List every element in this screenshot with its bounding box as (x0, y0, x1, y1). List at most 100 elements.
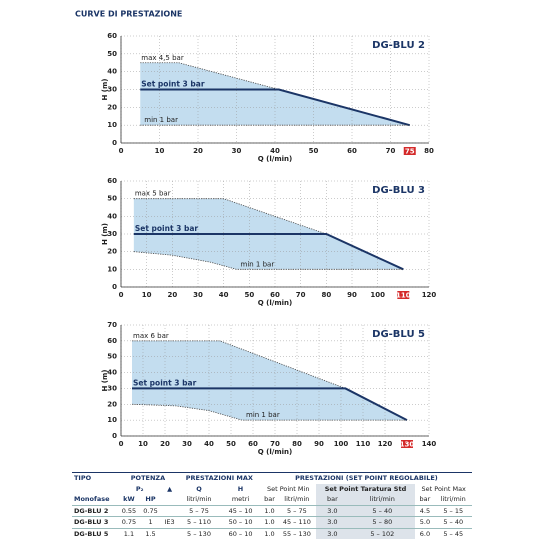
table-cell: DG-BLU 3 (74, 518, 109, 527)
x-tick-label: 80 (321, 291, 331, 299)
y-tick-label: 30 (107, 230, 117, 238)
table-row: DG-BLU 5 1.1 1.5 5 – 130 60 – 10 1.0 55 – 130 3… (72, 528, 472, 539)
table-cell: 5 – 15 (443, 506, 464, 515)
th: P₂ (135, 484, 144, 493)
y-axis-label: H (m) (101, 223, 109, 245)
max-flow-box (401, 440, 413, 448)
y-axis-label: H (m) (101, 79, 109, 101)
table-cell (161, 528, 178, 539)
x-tick-label: 30 (232, 147, 242, 155)
x-tick-label: 30 (193, 291, 203, 299)
x-tick-label: 90 (347, 291, 357, 299)
max-flow-label: 130 (400, 440, 415, 448)
x-tick-label: 50 (244, 291, 254, 299)
x-axis-label: Q (l/min) (258, 155, 292, 163)
y-tick-label: 20 (107, 400, 117, 408)
table-cell: 55 – 130 (282, 529, 311, 538)
table-cell: DG-BLU 2 (74, 506, 109, 515)
x-tick-label: 40 (219, 291, 229, 299)
table-cell: 1.0 (264, 529, 275, 538)
table-cell: 5 – 40 (349, 505, 416, 517)
x-tick-label: 120 (422, 291, 437, 299)
y-tick-label: 60 (107, 337, 117, 345)
table-cell (161, 505, 178, 517)
series-label: min 1 bar (246, 411, 280, 419)
table-cell: 5 – 40 (443, 518, 464, 527)
spec-table: TIPO POTENZA PRESTAZIONI MAX PRESTAZIONI… (72, 472, 472, 539)
table-cell: 60 – 10 (228, 529, 253, 538)
x-tick-label: 70 (296, 291, 306, 299)
x-tick-label: 20 (193, 147, 203, 155)
series-line (132, 340, 346, 389)
series-line (132, 387, 408, 422)
series-label: max 4,5 bar (141, 54, 184, 62)
max-flow-label: 75 (405, 147, 415, 155)
series-line (131, 403, 407, 421)
y-axis-label: H (m) (101, 370, 109, 392)
x-tick-label: 20 (160, 440, 170, 448)
table-cell: IE3 (164, 518, 175, 527)
table-cell: 50 – 10 (228, 518, 253, 527)
th: Set Point Max (421, 484, 466, 493)
x-tick-label: 40 (270, 147, 280, 155)
chart-title: DG-BLU 5 (372, 329, 425, 340)
th: litri/min (349, 494, 416, 505)
table-cell: 1.0 (264, 506, 275, 515)
series-label: Set point 3 bar (141, 80, 205, 89)
y-tick-label: 20 (107, 103, 117, 111)
series-line (140, 88, 411, 127)
x-tick-label: 120 (378, 440, 393, 448)
series-line (133, 198, 327, 235)
chart-title: DG-BLU 2 (372, 40, 425, 51)
series-label: Set point 3 bar (133, 378, 197, 387)
x-tick-label: 10 (155, 147, 165, 155)
table-cell: 3.0 (315, 516, 350, 528)
x-axis-label: Q (l/min) (258, 299, 292, 307)
series-line (133, 233, 404, 271)
table-cell: 5 – 75 (286, 506, 307, 515)
charts: CURVE DI PRESTAZIONE 0 10 20 30 40 50 60 70 80 0 1… (75, 10, 437, 457)
th: metri (231, 495, 250, 504)
table-cell: 5.0 (419, 518, 431, 527)
th: bar (315, 494, 350, 505)
y-tick-label: 70 (107, 321, 117, 329)
max-flow-label: 110 (396, 291, 411, 299)
th: kW (123, 495, 135, 504)
th: HP (145, 495, 156, 504)
th: Set Point Min (266, 484, 310, 493)
x-tick-label: 0 (119, 291, 124, 299)
x-axis-label: Q (l/min) (258, 448, 292, 456)
th: TIPO (72, 472, 119, 484)
x-tick-label: 70 (270, 440, 280, 448)
y-tick-label: 40 (107, 68, 117, 76)
y-tick-label: 10 (107, 265, 117, 273)
table-cell: 5 – 130 (187, 529, 211, 538)
x-tick-label: 60 (248, 440, 258, 448)
y-tick-label: 60 (107, 177, 117, 185)
table-cell: 3.0 (315, 528, 350, 539)
x-tick-label: 10 (138, 440, 148, 448)
y-tick-label: 60 (107, 32, 117, 40)
table-body: DG-BLU 2 0.55 0.75 5 – 75 45 – 10 1.0 5 – 75 3.… (72, 505, 472, 539)
x-tick-label: 140 (422, 440, 437, 448)
x-tick-label: 0 (119, 440, 124, 448)
x-tick-label: 80 (292, 440, 302, 448)
x-tick-label: 40 (204, 440, 214, 448)
y-tick-label: 40 (107, 212, 117, 220)
table-cell: 0.75 (143, 506, 158, 515)
y-tick-label: 30 (107, 384, 117, 392)
y-tick-label: 40 (107, 369, 117, 377)
y-tick-label: 50 (107, 50, 117, 58)
series-label: max 6 bar (133, 332, 169, 340)
y-tick-label: 50 (107, 353, 117, 361)
th: POTENZA (118, 472, 178, 484)
x-tick-label: 50 (309, 147, 319, 155)
table-cell: 5 – 75 (189, 506, 209, 515)
table-cell: 1.0 (264, 518, 275, 527)
series-label: min 1 bar (241, 260, 275, 268)
table-cell: 1.5 (145, 529, 156, 538)
th: litri/min (186, 495, 212, 504)
x-tick-label: 60 (347, 147, 357, 155)
th: PRESTAZIONI MAX (177, 472, 261, 484)
